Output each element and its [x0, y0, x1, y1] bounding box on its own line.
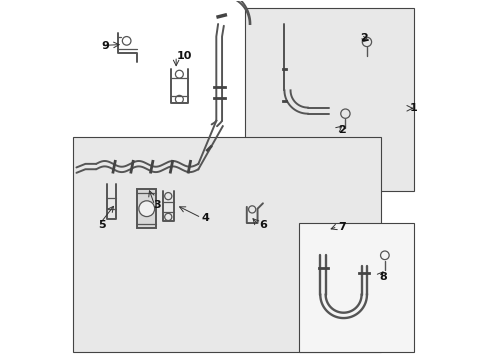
Text: 9: 9	[101, 41, 109, 50]
Text: 2: 2	[338, 125, 346, 135]
Text: 2: 2	[360, 33, 368, 43]
Text: 5: 5	[98, 220, 105, 230]
Circle shape	[139, 201, 155, 217]
Text: 6: 6	[259, 220, 267, 230]
Text: 4: 4	[202, 213, 210, 222]
Text: 7: 7	[338, 222, 346, 231]
Bar	[245, 8, 414, 191]
Text: 3: 3	[153, 200, 161, 210]
Bar	[73, 137, 381, 352]
Text: 10: 10	[177, 51, 192, 61]
Bar	[137, 189, 156, 228]
Text: 8: 8	[379, 272, 387, 282]
Bar	[299, 223, 414, 352]
Text: 1: 1	[410, 103, 417, 113]
